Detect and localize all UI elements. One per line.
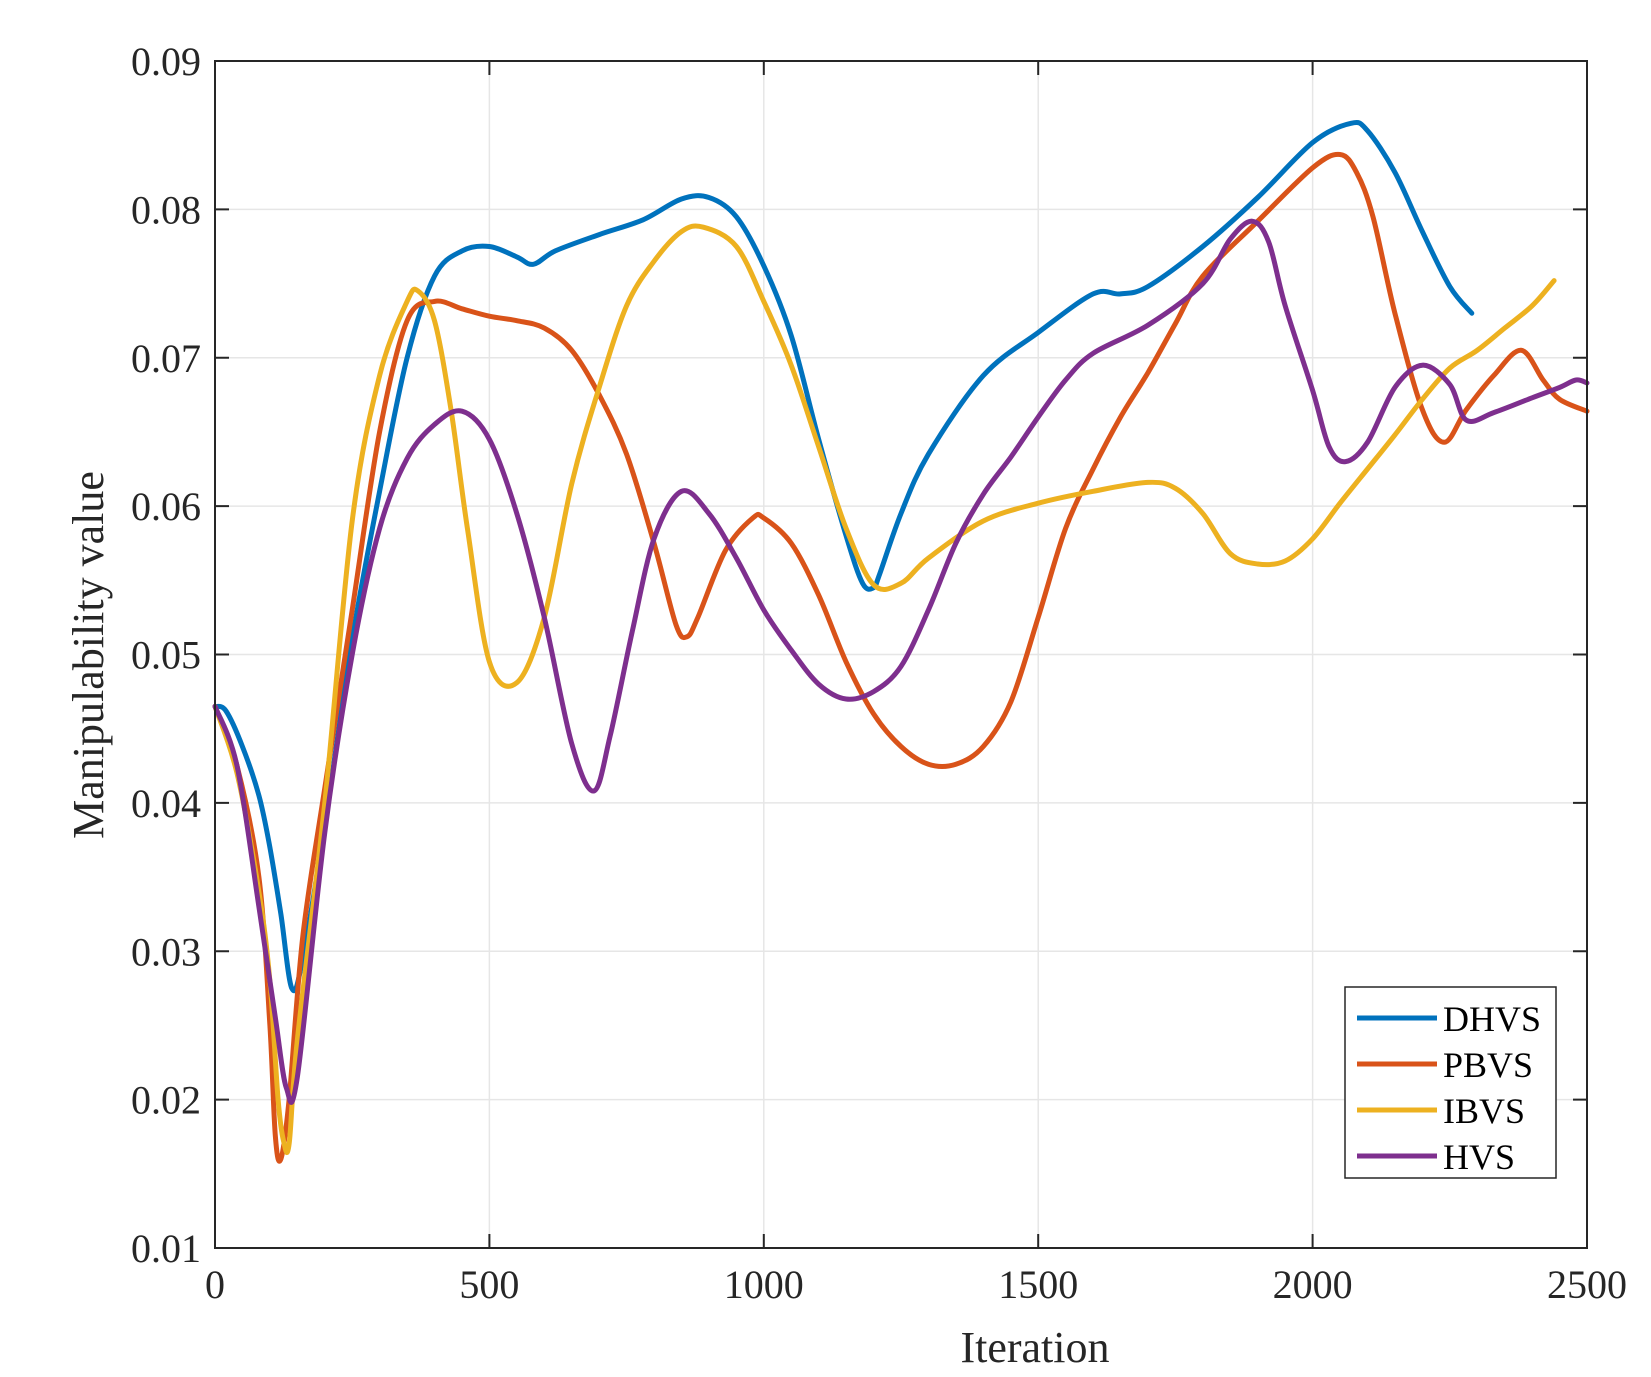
y-tick-label: 0.08 <box>131 187 201 232</box>
series-line-hvs <box>212 218 1590 1105</box>
x-tick-label: 500 <box>459 1262 519 1307</box>
y-tick-label: 0.04 <box>131 781 201 826</box>
x-tick-label: 1500 <box>998 1262 1078 1307</box>
legend-label-hvs: HVS <box>1443 1137 1515 1177</box>
legend-label-pbvs: PBVS <box>1443 1045 1533 1085</box>
y-axis-label: Manipulability value <box>64 471 113 839</box>
y-tick-label: 0.07 <box>131 336 201 381</box>
y-tick-label: 0.06 <box>131 484 201 529</box>
x-tick-labels: 0 500 1000 1500 2000 2500 <box>205 1262 1627 1307</box>
tick-marks <box>214 60 1588 1249</box>
y-tick-label: 0.01 <box>131 1226 201 1271</box>
legend: DHVS PBVS IBVS HVS <box>1344 986 1557 1179</box>
series-line-ibvs <box>212 223 1557 1156</box>
x-axis-label: Iteration <box>960 1323 1109 1372</box>
x-tick-label: 2000 <box>1273 1262 1353 1307</box>
y-tick-label: 0.02 <box>131 1078 201 1123</box>
series-lines <box>212 119 1590 1164</box>
y-tick-label: 0.09 <box>131 39 201 84</box>
x-tick-label: 2500 <box>1547 1262 1627 1307</box>
y-tick-labels: 0.01 0.02 0.03 0.04 0.05 0.06 0.07 0.08 0.09 <box>131 39 201 1271</box>
x-tick-label: 0 <box>205 1262 225 1307</box>
x-tick-label: 1000 <box>724 1262 804 1307</box>
y-tick-label: 0.05 <box>131 633 201 678</box>
legend-label-ibvs: IBVS <box>1443 1091 1525 1131</box>
y-tick-label: 0.03 <box>131 929 201 974</box>
legend-label-dhvs: DHVS <box>1443 999 1541 1039</box>
